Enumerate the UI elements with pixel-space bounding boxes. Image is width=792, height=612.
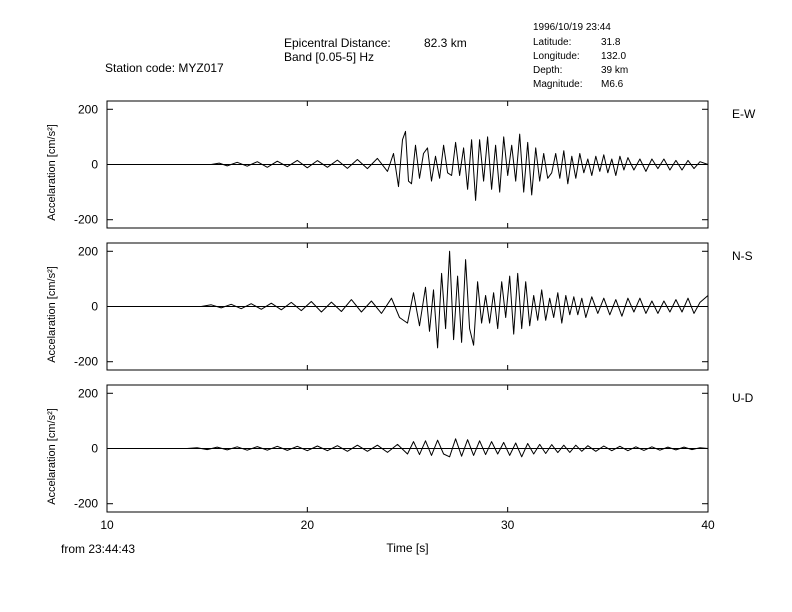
y-tick-label: -200 xyxy=(74,213,98,227)
y-tick-label: 0 xyxy=(91,442,98,456)
panel-e-w xyxy=(106,100,709,229)
y-tick-label: -200 xyxy=(74,497,98,511)
waveform-n-s xyxy=(107,250,709,349)
latitude-label: Latitude: xyxy=(533,37,572,48)
series-label: U-D xyxy=(732,391,754,405)
y-tick-label: 0 xyxy=(91,300,98,314)
longitude-label: Longitude: xyxy=(533,51,580,62)
y-tick-label: 200 xyxy=(78,244,98,258)
series-label: N-S xyxy=(732,249,753,263)
depth-value: 39 km xyxy=(601,65,629,76)
y-tick-label: 200 xyxy=(78,386,98,400)
x-tick-label: 20 xyxy=(301,518,315,532)
magnitude-value: M6.6 xyxy=(601,79,624,90)
panel-n-s xyxy=(106,242,709,371)
x-axis-label: Time [s] xyxy=(386,541,428,555)
latitude-value: 31.8 xyxy=(601,37,621,48)
y-axis-label: Accelaration [cm/s²] xyxy=(46,124,58,221)
x-tick-label: 30 xyxy=(501,518,515,532)
series-label: E-W xyxy=(732,107,756,121)
distance-value: 82.3 km xyxy=(424,36,467,50)
x-tick-label: 10 xyxy=(100,518,114,532)
y-tick-label: 200 xyxy=(78,102,98,116)
waveform-u-d xyxy=(107,438,709,458)
y-axis-label: Accelaration [cm/s²] xyxy=(46,408,58,505)
distance-label: Epicentral Distance: xyxy=(284,36,391,50)
waveform-e-w xyxy=(107,130,709,201)
y-tick-label: 0 xyxy=(91,158,98,172)
y-tick-label: -200 xyxy=(74,355,98,369)
x-tick-label: 40 xyxy=(701,518,715,532)
start-time: from 23:44:43 xyxy=(61,542,136,556)
station-code: Station code: MYZ017 xyxy=(105,61,224,75)
magnitude-label: Magnitude: xyxy=(533,79,583,90)
panel-u-d xyxy=(106,384,709,513)
depth-label: Depth: xyxy=(533,65,563,76)
event-datetime: 1996/10/19 23:44 xyxy=(533,22,611,33)
y-axis-label: Accelaration [cm/s²] xyxy=(46,266,58,363)
band-label: Band [0.05-5] Hz xyxy=(284,50,375,64)
longitude-value: 132.0 xyxy=(601,51,627,62)
